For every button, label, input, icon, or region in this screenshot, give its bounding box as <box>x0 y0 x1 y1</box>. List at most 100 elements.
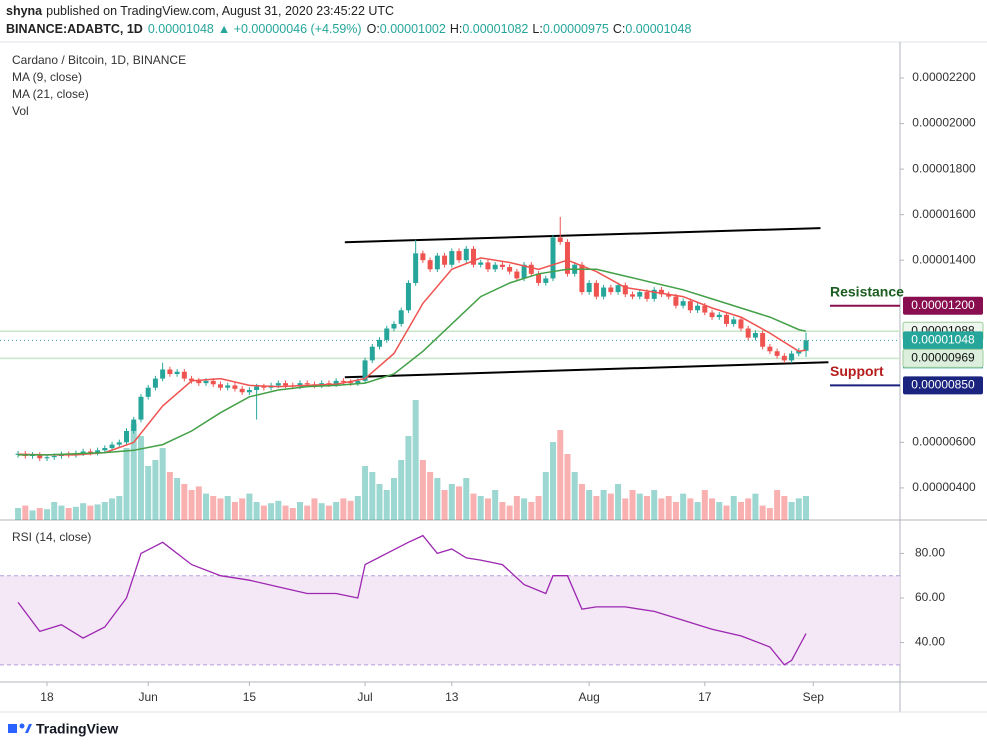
candle-body <box>145 387 151 397</box>
volume-bar <box>311 498 318 520</box>
candle-body <box>774 351 780 356</box>
rsi-tick-label: 60.00 <box>915 590 945 604</box>
volume-bar <box>521 498 528 520</box>
candle-body <box>167 369 173 375</box>
candle-body <box>51 456 57 458</box>
volume-bar <box>701 490 708 520</box>
volume-bar <box>289 508 296 520</box>
candle-body <box>413 253 419 283</box>
candle-body <box>564 241 570 274</box>
volume-bar <box>231 502 238 520</box>
candle-body <box>174 371 180 375</box>
candle-body <box>369 346 375 361</box>
candle-body <box>355 380 361 384</box>
volume-bar <box>36 508 43 520</box>
logo-mark <box>8 724 17 733</box>
legend-entry: Vol <box>12 104 29 118</box>
volume-bar <box>318 503 325 520</box>
volume-bar <box>463 478 470 520</box>
logo-mark <box>19 723 25 729</box>
volume-bar <box>87 505 94 520</box>
candle-body <box>550 237 556 279</box>
y-tick-label: 0.00001600 <box>912 207 976 221</box>
candle-body <box>181 371 187 379</box>
candle-body <box>348 382 354 384</box>
volume-bar <box>210 496 217 520</box>
candle-body <box>203 380 209 384</box>
volume-bar <box>152 460 159 520</box>
chart-title: Cardano / Bitcoin, 1D, BINANCE <box>12 53 186 67</box>
candle-body <box>131 419 137 431</box>
candle-body <box>232 385 238 389</box>
ohlc-value: 0.00001082 <box>462 22 528 36</box>
volume-bar <box>542 472 549 520</box>
volume-bar <box>383 490 390 520</box>
x-tick-label: Jun <box>139 690 158 704</box>
ohlc-key: C: <box>613 22 626 36</box>
price-label-box <box>902 348 984 368</box>
volume-bar <box>304 505 311 520</box>
candle-body <box>333 380 339 385</box>
volume-bar <box>535 496 542 520</box>
volume-bar <box>513 496 520 520</box>
change: ▲ +0.00000046 (+4.59%) <box>218 22 362 36</box>
candle-body <box>702 305 708 313</box>
volume-bar <box>427 472 434 520</box>
x-tick-label: Sep <box>803 690 825 704</box>
volume-bar <box>470 493 477 520</box>
volume-bar <box>137 436 144 520</box>
price-label: 0.00001200 <box>911 298 975 312</box>
volume-bar <box>803 496 810 520</box>
candle-body <box>478 262 484 265</box>
candle-body <box>796 350 802 354</box>
y-tick-label: 0.00002200 <box>912 70 976 84</box>
volume-bar <box>376 484 383 520</box>
candle-body <box>420 253 426 261</box>
legend-entry: MA (21, close) <box>12 87 89 101</box>
volume-bar <box>390 478 397 520</box>
candle-body <box>557 237 563 242</box>
candle-body <box>680 301 686 306</box>
candle-body <box>391 323 397 329</box>
price-label: 0.00000850 <box>911 378 975 392</box>
candle-body <box>377 339 383 347</box>
candle-body <box>102 448 108 451</box>
volume-bar <box>340 498 347 520</box>
candle-body <box>630 294 636 297</box>
volume-bar <box>65 508 72 520</box>
volume-bar <box>362 466 369 520</box>
volume-bar <box>181 484 188 520</box>
candle-body <box>731 319 737 324</box>
candle-body <box>485 262 491 270</box>
candle-body <box>456 251 462 261</box>
volume-bar <box>622 498 629 520</box>
volume-bar <box>665 496 672 520</box>
candle-body <box>760 333 766 347</box>
volume-bar <box>174 478 181 520</box>
candle-body <box>442 255 448 265</box>
volume-bar <box>607 493 614 520</box>
candle-body <box>724 314 730 324</box>
candle-body <box>37 454 43 459</box>
volume-bar <box>506 505 513 520</box>
volume-bar <box>333 502 340 520</box>
x-tick-label: Jul <box>357 690 372 704</box>
moving-average <box>18 268 807 456</box>
symbol: BINANCE:ADABTC, 1D <box>6 22 143 36</box>
volume-bar <box>239 498 246 520</box>
candle-body <box>601 287 607 297</box>
volume-bar <box>651 490 658 520</box>
volume-bar <box>774 490 781 520</box>
volume-bar <box>80 503 87 520</box>
candle-body <box>297 383 303 387</box>
volume-bar <box>484 498 491 520</box>
volume-bar <box>795 498 802 520</box>
footer-logo: TradingView <box>8 721 118 737</box>
ohlc-key: O: <box>367 22 380 36</box>
volume-bar <box>101 502 108 520</box>
candle-body <box>507 267 513 272</box>
volume-bar <box>195 486 202 520</box>
volume-bar <box>217 498 224 520</box>
volume-bar <box>477 496 484 520</box>
price-label-box <box>903 376 983 395</box>
